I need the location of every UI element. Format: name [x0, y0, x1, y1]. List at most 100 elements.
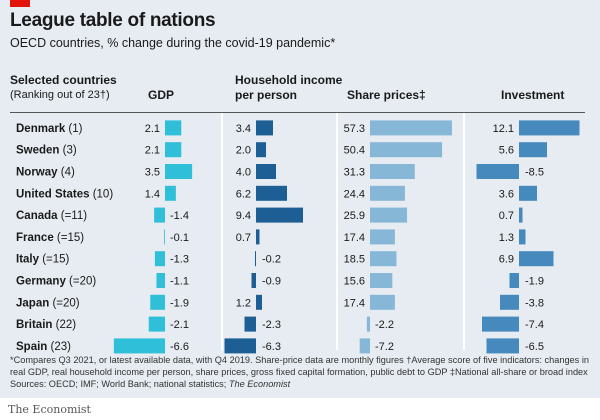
- investment-header: Investment: [501, 88, 565, 102]
- country-label: Britain (22): [16, 319, 76, 331]
- shares-value-label: 18.5: [344, 254, 365, 266]
- shares-bar: [370, 273, 393, 288]
- household-value-label: 0.7: [236, 232, 251, 244]
- investment-value-label: 5.6: [499, 145, 514, 157]
- gdp-value-label: -6.6: [170, 341, 189, 353]
- gdp-bar: [148, 316, 165, 332]
- chart-panel: [0, 0, 600, 398]
- country-label: France (=15): [16, 232, 84, 244]
- shares-value-label: 25.9: [344, 210, 365, 222]
- gdp-bar: [164, 229, 165, 245]
- country-label: Sweden (3): [16, 145, 77, 157]
- investment-value-label: 6.9: [499, 254, 514, 266]
- household-bar: [256, 164, 276, 179]
- gdp-value-label: -1.3: [170, 254, 189, 266]
- shares-value-label: 15.6: [344, 276, 365, 288]
- household-value-label: 4.0: [236, 167, 251, 179]
- gdp-bar: [113, 338, 165, 354]
- shares-value-label: -2.2: [375, 319, 394, 331]
- household-header-line1: Household income: [235, 73, 343, 87]
- shares-value-label: 31.3: [344, 167, 365, 179]
- shares-bar: [370, 164, 415, 179]
- household-bar: [224, 338, 256, 354]
- shares-bar: [370, 294, 395, 310]
- shares-header: Share prices‡: [347, 88, 426, 102]
- household-bar: [244, 316, 256, 332]
- footnote-sources-publication: The Economist: [228, 379, 291, 389]
- country-label: Canada (=11): [16, 210, 87, 222]
- gdp-bar: [154, 251, 165, 267]
- household-value-label: -0.9: [262, 276, 281, 288]
- investment-value-label: -1.9: [525, 276, 544, 288]
- gdp-bar: [154, 207, 165, 223]
- gdp-bar: [165, 164, 193, 179]
- gdp-value-label: -0.1: [170, 232, 189, 244]
- gdp-value-label: 2.1: [145, 145, 160, 157]
- investment-bar: [509, 273, 519, 288]
- investment-bar: [519, 251, 554, 267]
- gdp-value-label: 2.1: [145, 123, 160, 135]
- investment-bar: [519, 142, 547, 158]
- household-header: Household income per person: [235, 73, 342, 103]
- shares-bar: [370, 207, 408, 223]
- header-rule: [10, 112, 585, 113]
- household-bar: [256, 229, 260, 245]
- household-value-label: -0.2: [262, 254, 281, 266]
- shares-value-label: 17.4: [344, 232, 365, 244]
- investment-value-label: -6.5: [525, 341, 544, 353]
- investment-bar: [482, 316, 519, 332]
- household-bar: [251, 273, 256, 288]
- household-bar: [256, 120, 273, 136]
- shares-bar: [366, 316, 370, 332]
- chart-subtitle: OECD countries, % change during the covi…: [10, 36, 336, 50]
- countries-header: Selected countries (Ranking out of 23†): [10, 73, 117, 103]
- household-value-label: -6.3: [262, 341, 281, 353]
- country-label: Germany (=20): [16, 276, 96, 288]
- gdp-bar: [165, 185, 176, 201]
- investment-bar: [519, 229, 526, 245]
- investment-value-label: 1.3: [499, 232, 514, 244]
- household-value-label: 3.4: [236, 123, 251, 135]
- publisher-logo: The Economist: [8, 403, 91, 416]
- investment-value-label: -7.4: [525, 319, 544, 331]
- country-label: Norway (4): [16, 167, 75, 179]
- household-value-label: 2.0: [236, 145, 251, 157]
- household-header-line2: per person: [235, 88, 298, 102]
- footnote: *Compares Q3 2021, or latest available d…: [10, 354, 590, 390]
- gdp-bar: [150, 294, 165, 310]
- investment-bar: [476, 164, 519, 179]
- investment-value-label: 12.1: [493, 123, 514, 135]
- country-label: United States (10): [16, 188, 113, 200]
- footnote-sources-text: Sources: OECD; IMF; World Bank; national…: [10, 379, 229, 389]
- gdp-value-label: -1.9: [170, 297, 189, 309]
- country-label: Spain (23): [16, 341, 71, 353]
- household-value-label: -2.3: [262, 319, 281, 331]
- household-value-label: 1.2: [236, 297, 251, 309]
- investment-bar: [519, 207, 523, 223]
- shares-bar: [370, 142, 443, 158]
- investment-value-label: -3.8: [525, 297, 544, 309]
- gdp-value-label: 1.4: [145, 188, 160, 200]
- gdp-value-label: -1.4: [170, 210, 189, 222]
- gdp-value-label: -1.1: [170, 276, 189, 288]
- shares-value-label: -7.2: [375, 341, 394, 353]
- investment-value-label: 0.7: [499, 210, 514, 222]
- gdp-bar: [165, 142, 182, 158]
- household-value-label: 9.4: [236, 210, 251, 222]
- household-value-label: 6.2: [236, 188, 251, 200]
- gdp-value-label: 3.5: [145, 167, 160, 179]
- footnote-line2: real GDP, real household income per pers…: [10, 367, 588, 377]
- gdp-value-label: -2.1: [170, 319, 189, 331]
- shares-value-label: 57.3: [344, 123, 365, 135]
- countries-header-sublabel: (Ranking out of 23†): [10, 89, 110, 101]
- investment-bar: [500, 294, 519, 310]
- shares-bar: [370, 185, 405, 201]
- gdp-header: GDP: [148, 88, 175, 102]
- country-label: Japan (=20): [16, 297, 80, 309]
- investment-bar: [519, 120, 580, 136]
- shares-value-label: 17.4: [344, 297, 365, 309]
- shares-bar: [370, 251, 397, 267]
- household-bar: [256, 185, 287, 201]
- household-bar: [256, 207, 303, 223]
- countries-header-label: Selected countries: [10, 73, 117, 87]
